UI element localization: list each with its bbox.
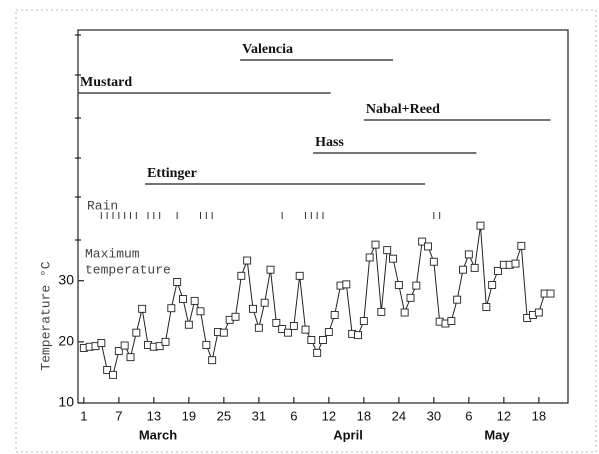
month-label: May (484, 427, 510, 442)
temperature-point (330, 310, 339, 319)
temperature-point (249, 304, 257, 313)
temperature-point (365, 253, 374, 262)
temperature-point (377, 307, 386, 316)
temperature-point (429, 257, 438, 266)
temperature-point (114, 347, 123, 355)
temp-label: Maximum (85, 246, 140, 261)
temp-label: temperature (85, 262, 171, 277)
temperature-point (301, 325, 310, 334)
temperature-point (103, 366, 112, 374)
flowering-label: Nabal+Reed (366, 102, 440, 117)
temperature-point (546, 289, 555, 298)
temperature-point (534, 308, 543, 317)
temperature-point (307, 336, 316, 344)
month-label: March (139, 427, 177, 442)
temperature-point (494, 266, 502, 275)
x-tick-label: 7 (115, 408, 122, 423)
temperature-point (383, 246, 392, 255)
temperature-point (184, 320, 193, 329)
temperature-point (97, 339, 106, 348)
flowering-label: Ettinger (147, 166, 197, 181)
temperature-point (412, 281, 421, 290)
temperature-point (482, 303, 491, 311)
temperature-point (266, 265, 275, 274)
x-tick-label: 12 (322, 408, 336, 423)
x-tick-label: 6 (290, 408, 297, 423)
x-tick-label: 18 (532, 408, 546, 423)
temperature-point (167, 304, 176, 313)
temperature-point (260, 298, 269, 307)
temperature-point (319, 336, 327, 344)
temperature-point (161, 337, 170, 346)
temperature-point (179, 295, 187, 303)
x-tick-label: 1 (80, 408, 87, 423)
y-tick-label: 10 (58, 394, 74, 410)
temperature-point (470, 263, 479, 272)
flowering-label: Hass (315, 135, 344, 150)
temperature-point (295, 271, 304, 280)
temperature-point (138, 304, 147, 313)
temperature-point (219, 328, 228, 337)
temperature-point (109, 370, 117, 379)
temperature-point (459, 265, 467, 274)
temperature-point (254, 323, 263, 332)
y-axis-label: Temperature °C (38, 261, 53, 370)
x-tick-label: 24 (392, 408, 406, 423)
temperature-point (424, 242, 432, 251)
temperature-point (453, 295, 462, 304)
temperature-point (231, 312, 240, 321)
temperature-point (488, 281, 497, 289)
temperature-point (196, 307, 205, 316)
temperature-point (354, 331, 362, 340)
month-label: April (333, 427, 363, 442)
temperature-point (289, 322, 298, 330)
temperature-point (400, 308, 409, 317)
temperature-point (476, 221, 485, 230)
temperature-point (284, 328, 292, 337)
temperature-point (173, 277, 182, 286)
temperature-point (324, 328, 333, 337)
x-tick-label: 31 (252, 408, 266, 423)
temperature-point (517, 241, 526, 250)
temperature-point (464, 250, 473, 259)
temperature-point (447, 317, 456, 326)
temperature-point (155, 342, 164, 351)
temperature-point (394, 281, 403, 289)
temperature-point (237, 271, 246, 280)
temperature-point (132, 328, 141, 337)
rain-label: Rain (87, 198, 118, 213)
y-tick-label: 30 (58, 271, 74, 287)
x-tick-label: 18 (357, 408, 371, 423)
temperature-point (126, 353, 135, 362)
flowering-label: Valencia (242, 42, 293, 57)
temperature-point (342, 280, 351, 289)
x-tick-label: 19 (182, 408, 196, 423)
temperature-point (511, 259, 520, 268)
y-tick-label: 20 (58, 333, 74, 349)
temperature-point (190, 296, 199, 305)
temperature-point (313, 348, 322, 357)
flowering-label: Mustard (80, 75, 132, 90)
x-tick-label: 6 (465, 408, 472, 423)
temperature-point (202, 340, 211, 349)
temperature-point (208, 356, 217, 365)
x-tick-label: 12 (497, 408, 511, 423)
temperature-point (243, 256, 252, 265)
temperature-point (406, 293, 415, 302)
frame (15, 9, 597, 453)
temperature-point (418, 237, 427, 246)
x-tick-label: 25 (217, 408, 231, 423)
temperature-point (120, 341, 129, 350)
temperature-point (272, 318, 281, 327)
x-tick-label: 13 (147, 408, 161, 423)
plot-frame (77, 29, 569, 404)
temperature-point (389, 254, 397, 263)
temperature-point (371, 240, 380, 249)
x-tick-label: 30 (427, 408, 441, 423)
temperature-point (359, 317, 368, 326)
